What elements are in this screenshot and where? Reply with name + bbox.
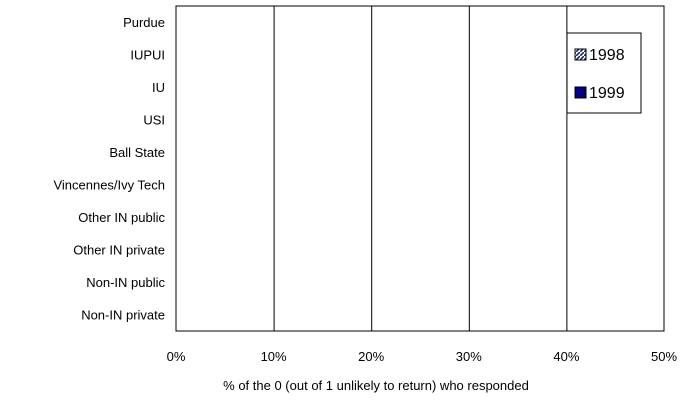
x-tick-label-4: 40% [553,349,579,364]
x-axis-label: % of the 0 (out of 1 unlikely to return)… [223,378,529,393]
legend-label-1998: 1998 [589,47,625,64]
legend-label-1999: 1999 [589,85,625,102]
category-label-7: Other IN private [73,242,165,257]
category-label-3: USI [143,112,165,127]
category-label-8: Non-IN public [86,275,165,290]
category-label-2: IU [152,80,165,95]
x-tick-label-0: 0% [167,349,186,364]
legend-swatch-1998 [574,48,587,61]
x-tick-label-2: 20% [358,349,384,364]
category-labels: Purdue IUPUI IU USI Ball State Vincennes/Ivy … [53,15,165,323]
legend: 1998 1999 [566,32,642,114]
category-label-0: Purdue [123,15,165,30]
category-label-4: Ball State [109,145,165,160]
x-tick-labels: 0% 10% 20% 30% 40% 50% [167,349,678,364]
x-tick-label-5: 50% [651,349,677,364]
legend-box [566,32,642,114]
legend-items: 1998 1999 [574,47,625,102]
x-tick-label-1: 10% [261,349,287,364]
category-label-9: Non-IN private [81,307,165,322]
gridlines [273,6,568,331]
legend-swatch-1999 [574,86,587,99]
category-label-6: Other IN public [78,210,165,225]
category-label-5: Vincennes/Ivy Tech [53,177,165,192]
x-tick-label-3: 30% [456,349,482,364]
category-label-1: IUPUI [130,47,165,62]
